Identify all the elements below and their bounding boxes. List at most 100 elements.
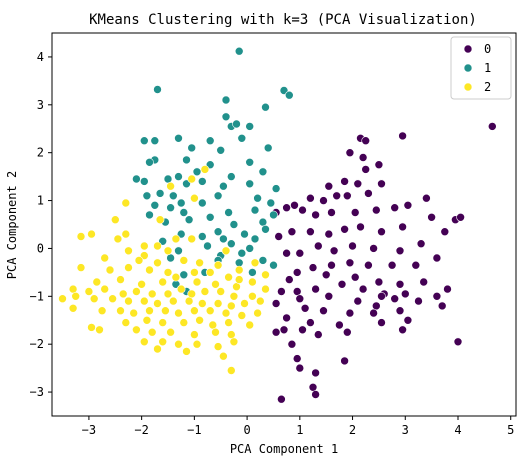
point-cluster-0 xyxy=(377,291,386,301)
point-cluster-2 xyxy=(97,306,107,316)
point-cluster-2 xyxy=(140,241,149,251)
point-cluster-2 xyxy=(87,229,96,239)
point-cluster-2 xyxy=(121,198,131,208)
point-cluster-0 xyxy=(329,246,339,256)
point-cluster-0 xyxy=(390,203,400,212)
point-cluster-2 xyxy=(195,315,204,325)
point-cluster-0 xyxy=(324,181,334,191)
point-cluster-1 xyxy=(269,260,278,270)
point-cluster-1 xyxy=(258,217,268,227)
point-cluster-0 xyxy=(295,363,305,373)
point-cluster-2 xyxy=(140,296,149,306)
y-tick-label: 1 xyxy=(37,194,44,208)
point-cluster-1 xyxy=(176,229,186,239)
point-cluster-1 xyxy=(232,119,241,129)
point-cluster-1 xyxy=(245,179,254,189)
point-cluster-0 xyxy=(277,287,286,296)
point-cluster-0 xyxy=(311,368,320,378)
point-cluster-1 xyxy=(184,215,194,224)
point-cluster-2 xyxy=(176,284,186,294)
point-cluster-1 xyxy=(182,155,191,165)
point-cluster-2 xyxy=(229,337,239,347)
point-cluster-2 xyxy=(158,318,167,327)
point-cluster-1 xyxy=(258,256,268,265)
point-cluster-1 xyxy=(271,184,281,193)
point-cluster-0 xyxy=(292,354,302,363)
point-cluster-1 xyxy=(145,210,154,220)
point-cluster-0 xyxy=(437,301,447,311)
legend: 0 1 2 xyxy=(450,36,512,100)
point-cluster-2 xyxy=(129,308,138,318)
legend-label-1: 1 xyxy=(484,61,491,75)
point-cluster-2 xyxy=(261,284,270,294)
point-cluster-1 xyxy=(166,203,175,212)
point-cluster-0 xyxy=(443,284,452,294)
point-cluster-2 xyxy=(153,258,162,268)
y-axis-label: PCA Component 2 xyxy=(5,171,19,279)
x-tick-label: 4 xyxy=(454,423,461,437)
point-cluster-1 xyxy=(169,191,178,201)
point-cluster-0 xyxy=(340,225,349,234)
point-cluster-2 xyxy=(161,306,170,316)
point-cluster-0 xyxy=(353,179,363,189)
point-cluster-2 xyxy=(174,308,183,318)
point-cluster-2 xyxy=(213,260,223,270)
point-cluster-0 xyxy=(411,260,421,270)
point-cluster-0 xyxy=(340,177,349,186)
legend-frame xyxy=(450,36,512,100)
point-cluster-2 xyxy=(184,296,194,306)
point-cluster-2 xyxy=(153,299,162,308)
point-cluster-0 xyxy=(306,227,315,236)
point-cluster-0 xyxy=(353,296,363,306)
point-cluster-1 xyxy=(237,134,247,143)
point-cluster-1 xyxy=(174,246,183,256)
point-cluster-1 xyxy=(132,174,141,184)
point-cluster-0 xyxy=(311,390,320,399)
point-cluster-1 xyxy=(142,191,152,201)
point-cluster-2 xyxy=(190,306,199,316)
point-cluster-2 xyxy=(213,342,223,351)
point-cluster-2 xyxy=(248,291,257,301)
legend-marker-0 xyxy=(463,44,473,54)
point-cluster-2 xyxy=(58,294,67,304)
point-cluster-0 xyxy=(279,325,289,335)
point-cluster-0 xyxy=(453,337,463,347)
point-cluster-2 xyxy=(200,287,210,296)
point-cluster-0 xyxy=(419,277,429,287)
point-cluster-1 xyxy=(234,46,244,56)
point-cluster-1 xyxy=(145,158,154,167)
point-cluster-1 xyxy=(198,177,207,186)
point-cluster-1 xyxy=(250,205,260,215)
point-cluster-2 xyxy=(124,296,133,306)
point-cluster-2 xyxy=(142,315,152,325)
point-cluster-1 xyxy=(203,241,212,251)
point-cluster-0 xyxy=(292,268,302,277)
point-cluster-1 xyxy=(284,90,294,100)
point-cluster-0 xyxy=(377,227,386,236)
point-cluster-0 xyxy=(277,394,286,404)
point-cluster-0 xyxy=(287,227,297,236)
point-cluster-2 xyxy=(179,256,189,265)
point-cluster-0 xyxy=(290,201,299,210)
point-cluster-1 xyxy=(261,225,270,234)
point-cluster-0 xyxy=(313,241,323,251)
point-cluster-1 xyxy=(234,258,244,268)
point-cluster-0 xyxy=(395,246,405,256)
point-cluster-0 xyxy=(377,318,386,327)
point-cluster-0 xyxy=(361,165,371,174)
point-cluster-1 xyxy=(221,95,231,105)
x-tick-label: −3 xyxy=(82,423,96,437)
point-cluster-0 xyxy=(350,272,360,282)
y-axis: −3 −2 −1 0 1 2 3 4 xyxy=(30,50,52,399)
point-cluster-2 xyxy=(100,284,109,294)
point-cluster-2 xyxy=(205,306,215,316)
point-cluster-2 xyxy=(163,268,173,277)
point-cluster-0 xyxy=(282,203,291,212)
point-cluster-2 xyxy=(187,289,196,299)
point-cluster-0 xyxy=(284,275,294,284)
point-cluster-2 xyxy=(153,241,162,251)
point-cluster-2 xyxy=(179,318,189,327)
point-cluster-1 xyxy=(229,220,239,229)
point-cluster-1 xyxy=(221,112,231,122)
